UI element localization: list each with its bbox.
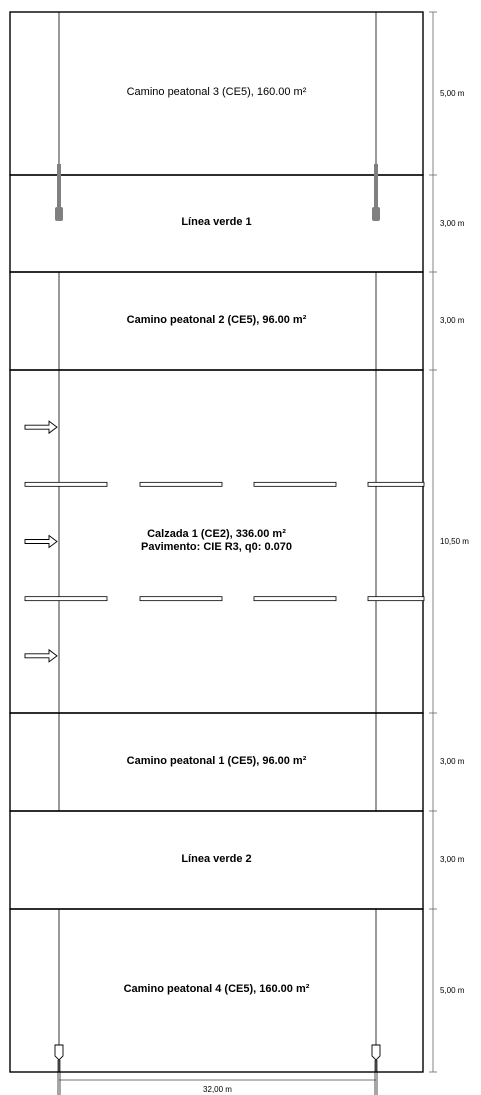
lane-divider-dash xyxy=(253,481,337,487)
zone-6-height-label: 3,00 m xyxy=(440,855,465,864)
zone-7-outline xyxy=(9,908,424,1073)
zone-7-height-label: 5,00 m xyxy=(440,985,465,995)
zone-1-height-label: 5,00 m xyxy=(440,88,465,98)
zone-4-height-label: 10,50 m xyxy=(440,536,469,546)
lane-divider-dash xyxy=(139,481,223,487)
zone-4-detail: Pavimento: CIE R3, q0: 0.070 xyxy=(141,540,292,553)
lane-divider-dash xyxy=(367,481,425,487)
luminaire-top-left-pole xyxy=(57,164,61,210)
zone-4-label: Calzada 1 (CE2), 336.00 m² xyxy=(147,527,286,540)
zone-1-label: Camino peatonal 3 (CE5), 160.00 m² xyxy=(126,86,307,98)
zone-5-label: Camino peatonal 1 (CE5), 96.00 m² xyxy=(126,754,307,767)
direction-arrow-icon xyxy=(24,534,58,549)
zone-3-height-label: 3,00 m xyxy=(440,316,465,325)
luminaire-top-right-pole xyxy=(374,164,378,210)
zone-6-label: Línea verde 2 xyxy=(181,852,252,865)
road-markings-layer xyxy=(24,420,425,663)
direction-arrow-icon xyxy=(24,648,58,663)
lane-divider-dash xyxy=(24,596,108,602)
lane-divider-dash xyxy=(24,481,108,487)
zones-layer xyxy=(9,11,424,1073)
direction-arrow-icon xyxy=(24,420,58,435)
zone-5-height-label: 3,00 m xyxy=(440,757,465,766)
zone-2-height-label: 3,00 m xyxy=(440,218,465,228)
luminaires-layer xyxy=(54,164,381,1095)
luminaire-top-left-head-icon xyxy=(55,207,63,221)
luminaire-bottom-left-head-icon xyxy=(54,1044,64,1061)
dimension-lines-layer xyxy=(59,11,437,1081)
lane-divider-dash xyxy=(367,596,425,602)
lane-divider-dash xyxy=(253,596,337,602)
lane-divider-dash xyxy=(139,596,223,602)
total-width-label: 32,00 m xyxy=(203,1085,232,1094)
luminaire-bottom-right-head-icon xyxy=(371,1044,381,1061)
zone-3-label: Camino peatonal 2 (CE5), 96.00 m² xyxy=(126,313,307,326)
zone-7-label: Camino peatonal 4 (CE5), 160.00 m² xyxy=(123,983,310,995)
luminaire-top-right-head-icon xyxy=(372,207,380,221)
zone-2-label: Línea verde 1 xyxy=(181,216,252,228)
